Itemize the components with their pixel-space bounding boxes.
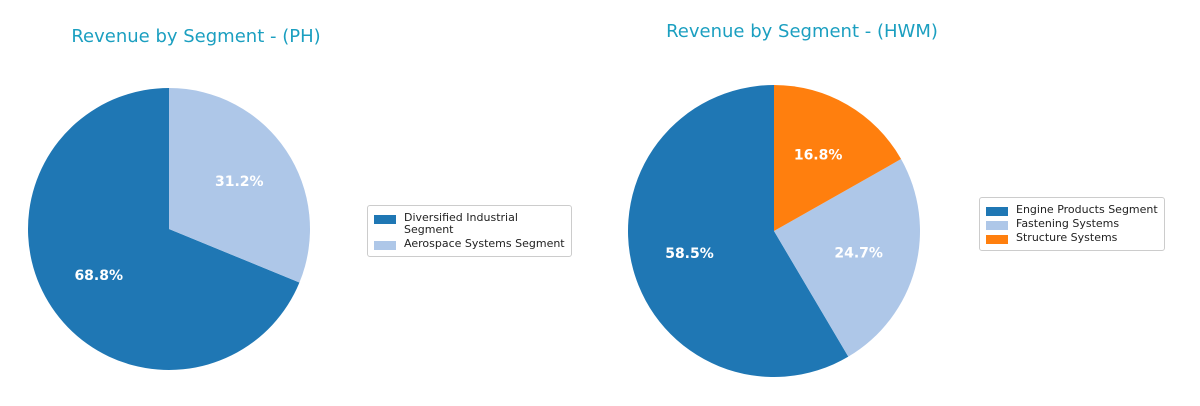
legend-entry: Diversified Industrial Segment	[374, 212, 565, 236]
legend-swatch	[374, 215, 396, 224]
legend-label: Diversified Industrial Segment	[404, 211, 518, 236]
legend-swatch	[986, 207, 1008, 216]
legend-label: Engine Products Segment	[1016, 203, 1158, 216]
pie-wedge	[774, 84, 902, 231]
pie-wedge	[628, 85, 849, 378]
legend-entry: Aerospace Systems Segment	[374, 238, 565, 250]
pct-label: 16.8%	[794, 147, 843, 163]
legend-label: Aerospace Systems Segment	[404, 237, 565, 250]
legend-swatch	[986, 221, 1008, 230]
pct-label: 58.5%	[665, 246, 714, 262]
pie-wedge	[774, 159, 920, 357]
legend: Diversified Industrial Segment Aerospace …	[367, 205, 572, 257]
pie-wedge	[28, 88, 300, 370]
legend-swatch	[986, 235, 1008, 244]
pct-label: 68.8%	[74, 268, 123, 284]
legend-entry: Structure Systems	[986, 232, 1158, 244]
pct-label: 24.7%	[834, 246, 883, 262]
chart-title: Revenue by Segment - (HWM)	[666, 21, 938, 42]
legend-entry: Fastening Systems	[986, 218, 1158, 230]
chart-title: Revenue by Segment - (PH)	[71, 26, 320, 47]
legend-label: Fastening Systems	[1016, 217, 1120, 230]
legend-entry: Engine Products Segment	[986, 204, 1158, 216]
pct-label: 31.2%	[215, 174, 264, 190]
legend-swatch	[374, 241, 396, 250]
pie-wedge	[169, 87, 310, 283]
legend: Engine Products Segment Fastening Systems…	[979, 197, 1165, 251]
legend-label: Structure Systems	[1016, 231, 1118, 244]
